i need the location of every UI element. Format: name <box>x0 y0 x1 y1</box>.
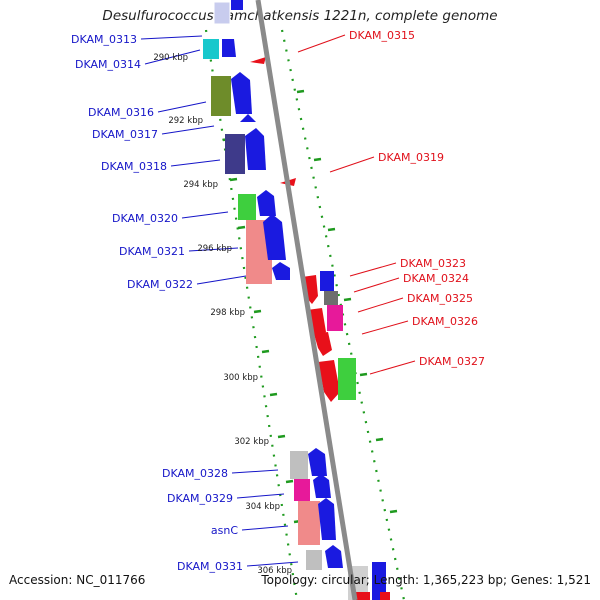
reverse-gene-label[interactable]: DKAM_0323 <box>400 257 466 270</box>
kbp-tick-label: 304 kbp <box>245 502 280 512</box>
reverse-gene-label[interactable]: DKAM_0327 <box>419 355 485 368</box>
gene-block-top-2 <box>231 0 243 10</box>
forward-gene-label[interactable]: DKAM_0321 <box>119 245 185 258</box>
kbp-tick-label: 298 kbp <box>210 308 245 318</box>
forward-leader-line <box>241 525 289 531</box>
kbp-tick-label: 306 kbp <box>257 566 292 576</box>
reverse-gene-label[interactable]: DKAM_0319 <box>378 151 444 164</box>
kbp-tick-label: 290 kbp <box>153 53 188 63</box>
genome-backbone <box>255 0 358 600</box>
kbp-tick-label: 302 kbp <box>234 437 269 447</box>
forward-leader-line <box>181 211 229 219</box>
left-dot-ring <box>204 29 299 600</box>
forward-gene-label[interactable]: DKAM_0322 <box>127 278 193 291</box>
reverse-leader-line <box>357 297 404 313</box>
genome-summary-text: Topology: circular; Length: 1,365,223 bp… <box>261 573 591 587</box>
forward-gene-label[interactable]: DKAM_0317 <box>92 128 158 141</box>
label-leader-lines <box>140 34 416 567</box>
forward-leader-line <box>144 49 201 65</box>
forward-leader-line <box>157 101 207 113</box>
kbp-tick-label: 292 kbp <box>168 116 203 126</box>
reverse-leader-line <box>369 360 416 375</box>
forward-leader-line <box>231 469 279 474</box>
reverse-leader-line <box>297 34 346 53</box>
map-title: Desulfurococcus kamchatkensis 1221n, com… <box>102 8 498 24</box>
kbp-tick-label: 294 kbp <box>183 180 218 190</box>
forward-gene-label[interactable]: DKAM_0320 <box>112 212 178 225</box>
forward-leader-line <box>161 125 215 135</box>
accession-text: Accession: NC_011766 <box>9 573 146 587</box>
kbp-tick-label: 296 kbp <box>197 244 232 254</box>
reverse-gene-blocks <box>250 57 356 402</box>
reverse-leader-line <box>329 156 375 173</box>
forward-leader-line <box>140 35 203 40</box>
reverse-leader-line <box>353 277 400 293</box>
forward-gene-label[interactable]: asnC <box>211 524 238 537</box>
forward-gene-label[interactable]: DKAM_0318 <box>101 160 167 173</box>
forward-leader-line <box>236 493 285 499</box>
reverse-gene-label[interactable]: DKAM_0326 <box>412 315 478 328</box>
forward-gene-label[interactable]: DKAM_0329 <box>167 492 233 505</box>
reverse-leader-line <box>361 320 409 335</box>
forward-gene-label[interactable]: DKAM_0316 <box>88 106 154 119</box>
reverse-gene-label[interactable]: DKAM_0324 <box>403 272 469 285</box>
forward-leader-line <box>170 159 221 167</box>
forward-gene-label[interactable]: DKAM_0328 <box>162 467 228 480</box>
forward-gene-label[interactable]: DKAM_0331 <box>177 560 243 573</box>
reverse-gene-label[interactable]: DKAM_0315 <box>349 29 415 42</box>
forward-leader-line <box>188 247 239 252</box>
forward-leader-line <box>196 275 247 285</box>
gene-block-top <box>213 1 231 25</box>
forward-gene-label[interactable]: DKAM_0313 <box>71 33 137 46</box>
reverse-leader-line <box>349 262 397 277</box>
forward-gene-blocks <box>203 39 390 600</box>
forward-leader-line <box>246 561 299 567</box>
forward-gene-label[interactable]: DKAM_0314 <box>75 58 141 71</box>
reverse-gene-label[interactable]: DKAM_0325 <box>407 292 473 305</box>
kbp-tick-label: 300 kbp <box>223 373 258 383</box>
